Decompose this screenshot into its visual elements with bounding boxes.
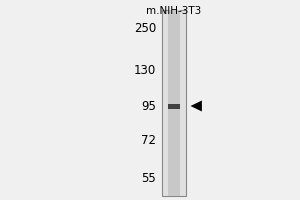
Text: m.NIH-3T3: m.NIH-3T3: [146, 6, 202, 16]
Bar: [162, 10, 186, 196]
Bar: [168, 10, 180, 196]
Text: 72: 72: [141, 134, 156, 148]
Text: 55: 55: [141, 172, 156, 186]
Bar: [168, 104, 180, 108]
Polygon shape: [190, 100, 202, 112]
Text: 95: 95: [141, 99, 156, 112]
Text: 130: 130: [134, 64, 156, 77]
Text: 250: 250: [134, 22, 156, 36]
